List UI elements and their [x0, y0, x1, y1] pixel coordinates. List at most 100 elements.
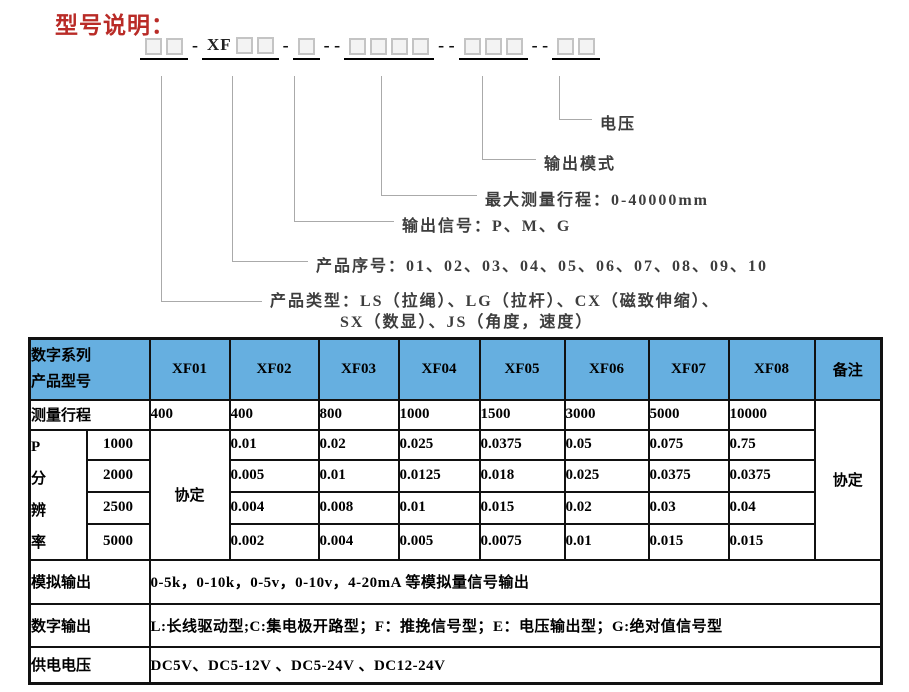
callout-product-serial: 产品序号：01、02、03、04、05、06、07、08、09、10	[316, 258, 769, 275]
travel-value: 800	[317, 398, 400, 431]
travel-row: 测量行程 400 400 800 1000 1500 3000 5000 100…	[28, 398, 883, 561]
callout-output-signal: 输出信号：P、M、G	[402, 218, 572, 235]
cell: 0.75	[727, 428, 816, 461]
cell: 0.02	[317, 428, 400, 461]
cell: 0.05	[563, 428, 650, 461]
leader-line-voltage	[559, 76, 560, 119]
travel-value: 10000	[727, 398, 816, 431]
code-box	[166, 38, 183, 55]
cell: 0.04	[727, 490, 816, 525]
callout-voltage: 电压	[600, 116, 637, 133]
travel-value: 400	[148, 398, 231, 431]
cell: 0.0375	[478, 428, 566, 461]
cell: 0.008	[317, 490, 400, 525]
code-box	[235, 36, 253, 54]
code-separator: -	[192, 35, 198, 55]
code-box	[463, 38, 481, 55]
code-box	[505, 38, 523, 55]
code-separator: - -	[438, 35, 455, 55]
callout-product-type: 产品类型：LS（拉绳）、LG（拉杆）、CX（磁致伸缩）、 SX（数显）、JS（角…	[270, 291, 720, 333]
resolution-row-2500: 2500 0.004 0.008 0.01 0.015 0.02 0.03 0.…	[30, 490, 882, 525]
leader-line-output-mode	[482, 159, 536, 160]
callout-product-type-line2: SX（数显）、JS（角度，速度）	[340, 314, 594, 331]
travel-value: 5000	[647, 398, 730, 431]
code-group-product-type	[140, 38, 188, 60]
resolution-value: 5000	[85, 522, 151, 561]
cell: 0.025	[563, 458, 650, 493]
cell: 0.0075	[478, 522, 566, 561]
callout-max-travel: 最大测量行程：0-40000mm	[485, 192, 709, 209]
cell: 0.0375	[727, 458, 816, 493]
cell: 0.01	[397, 490, 481, 525]
remark-merged-cell: 协定	[813, 398, 883, 561]
cell: 0.004	[317, 522, 400, 561]
code-group-voltage	[552, 38, 601, 60]
table-header-row: 数字系列 产品型号 XF01 XF02 XF03 XF04 XF05 XF06 …	[28, 337, 883, 401]
code-box	[349, 38, 367, 55]
digital-output-row: 数字输出 L:长线驱动型;C:集电极开路型；F：推挽信号型；E：电压输出型；G:…	[28, 602, 883, 648]
resolution-value: 1000	[85, 428, 151, 461]
leader-line-product-type	[161, 76, 162, 301]
cell: 0.02	[563, 490, 650, 525]
digital-output-label: 数字输出	[28, 602, 151, 648]
page-title: 型号说明：	[55, 12, 175, 38]
power-supply-row: 供电电压 DC5V、DC5-12V 、DC5-24V 、DC12-24V	[28, 645, 883, 685]
header-model: XF04	[397, 337, 481, 401]
cell: 0.0125	[397, 458, 481, 493]
leader-line-max-travel	[381, 195, 477, 196]
code-group-serial: XF	[202, 35, 279, 60]
resolution-label: P 分 辨 率	[28, 428, 88, 561]
cell: 0.015	[478, 490, 566, 525]
cell: 0.018	[478, 458, 566, 493]
power-supply-value: DC5V、DC5-12V 、DC5-24V 、DC12-24V	[148, 645, 883, 685]
resolution-row-5000: 5000 0.002 0.004 0.005 0.0075 0.01 0.015…	[30, 522, 882, 561]
cell: 0.005	[228, 458, 320, 493]
header-model: XF08	[727, 337, 816, 401]
resolution-value: 2500	[85, 490, 151, 525]
callout-product-type-line1: 产品类型：LS（拉绳）、LG（拉杆）、CX（磁致伸缩）、	[270, 293, 720, 310]
leader-line-max-travel	[381, 76, 382, 195]
leader-line-product-serial	[232, 261, 308, 262]
cell: 0.002	[228, 522, 320, 561]
model-code-diagram: - XF - - - - - - -	[140, 35, 601, 60]
cell: 0.015	[727, 522, 816, 561]
analog-output-label: 模拟输出	[28, 558, 151, 605]
cell: 0.01	[317, 458, 400, 493]
analog-output-value: 0-5k，0-10k，0-5v，0-10v，4-20mA 等模拟量信号输出	[148, 558, 883, 605]
digital-output-value: L:长线驱动型;C:集电极开路型；F：推挽信号型；E：电压输出型；G:绝对值信号…	[148, 602, 883, 648]
xf01-merged-cell: 协定	[148, 428, 231, 561]
leader-line-product-type	[161, 301, 262, 302]
code-group-signal	[292, 38, 320, 60]
analog-output-row: 模拟输出 0-5k，0-10k，0-5v，0-10v，4-20mA 等模拟量信号…	[28, 558, 883, 605]
cell: 0.075	[647, 428, 730, 461]
header-model: XF06	[563, 337, 650, 401]
code-box	[297, 38, 315, 55]
cell: 0.01	[563, 522, 650, 561]
code-box	[391, 38, 409, 55]
code-box	[256, 36, 274, 54]
cell: 0.025	[397, 428, 481, 461]
leader-line-output-signal	[294, 221, 394, 222]
header-remark: 备注	[813, 337, 883, 401]
code-group-travel	[344, 38, 435, 60]
travel-value: 400	[228, 398, 320, 431]
cell: 0.005	[397, 522, 481, 561]
cell: 0.004	[228, 490, 320, 525]
code-group-output-mode	[458, 38, 528, 60]
header-model: XF03	[317, 337, 400, 401]
cell: 0.015	[647, 522, 730, 561]
header-model: XF07	[647, 337, 730, 401]
callout-output-mode: 输出模式	[544, 156, 617, 173]
code-separator: - -	[531, 35, 549, 55]
power-supply-label: 供电电压	[28, 645, 151, 685]
cell: 0.0375	[647, 458, 730, 493]
header-model: XF05	[478, 337, 566, 401]
spec-table: 数字系列 产品型号 XF01 XF02 XF03 XF04 XF05 XF06 …	[28, 337, 884, 685]
code-box	[412, 38, 430, 55]
code-separator: - -	[323, 35, 341, 55]
code-box	[145, 38, 162, 55]
code-xf-prefix: XF	[207, 35, 232, 54]
leader-line-product-serial	[232, 76, 233, 261]
header-model: XF01	[148, 337, 231, 401]
